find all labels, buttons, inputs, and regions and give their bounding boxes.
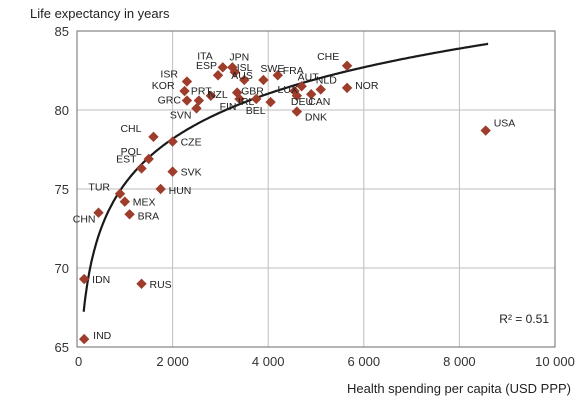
data-point-svk <box>167 166 178 177</box>
point-label-grc: GRC <box>158 95 182 107</box>
data-point-nor <box>341 82 353 94</box>
point-label-svn: SVN <box>170 109 192 121</box>
data-point-bel <box>265 96 276 108</box>
data-point-tur <box>114 188 126 199</box>
point-label-bel: BEL <box>246 105 266 117</box>
point-label-isr: ISR <box>160 69 178 81</box>
point-label-ind: IND <box>93 330 112 342</box>
x-tick-label: 8 000 <box>443 354 476 369</box>
data-point-prt <box>193 95 205 106</box>
data-point-chn <box>93 207 104 218</box>
y-tick-label: 70 <box>55 261 69 276</box>
plot-frame <box>76 30 556 348</box>
trendline <box>82 42 489 312</box>
point-label-aut: AUT <box>298 71 320 83</box>
y-tick-label: 75 <box>55 182 69 197</box>
point-label-can: CAN <box>308 96 330 108</box>
point-label-deu: DEU <box>291 96 313 108</box>
data-point-che <box>341 60 353 71</box>
x-tick-label: 4 000 <box>252 354 285 369</box>
y-tick-label: 80 <box>55 103 69 118</box>
data-point-est <box>136 163 147 174</box>
point-label-svk: SVK <box>181 167 202 179</box>
x-tick-label: 6 000 <box>348 354 381 369</box>
point-label-mex: MEX <box>133 197 156 209</box>
point-label-dnk: DNK <box>305 112 327 124</box>
point-label-fra: FRA <box>283 65 304 77</box>
data-point-nld <box>315 84 326 95</box>
data-points <box>78 60 491 345</box>
data-point-can <box>306 89 317 100</box>
point-label-esp: ESP <box>196 60 217 72</box>
point-label-irl: IRL <box>238 96 255 108</box>
point-label-kor: KOR <box>152 80 175 92</box>
data-point-chl <box>148 131 159 143</box>
point-label-nzl: NZL <box>208 89 228 101</box>
point-label-pol: POL <box>121 146 142 158</box>
point-label-fin: FIN <box>220 101 237 113</box>
point-label-est: EST <box>116 153 137 165</box>
data-point-dnk <box>291 106 303 117</box>
data-point-nzl <box>205 90 217 101</box>
data-point-isr <box>181 76 193 87</box>
point-label-isl: ISL <box>237 62 253 74</box>
data-point-usa <box>480 125 491 136</box>
point-label-gbr: GBR <box>241 86 264 98</box>
point-label-bra: BRA <box>138 210 160 222</box>
point-label-chl: CHL <box>120 123 141 135</box>
point-label-tur: TUR <box>88 182 110 194</box>
data-point-mex <box>119 196 130 207</box>
point-label-usa: USA <box>494 118 516 130</box>
data-point-fra <box>272 70 283 81</box>
data-point-idn <box>78 273 90 285</box>
data-point-ind <box>78 333 90 345</box>
data-point-rus <box>136 278 147 289</box>
data-point-kor <box>179 85 190 97</box>
data-point-esp <box>212 70 224 81</box>
x-tick-label: 10 000 <box>535 354 575 369</box>
r-squared-label: R² = 0.51 <box>499 312 549 326</box>
x-tick-label: 2 000 <box>156 354 189 369</box>
point-label-che: CHE <box>317 51 339 63</box>
data-point-aut <box>296 81 307 92</box>
point-label-idn: IDN <box>92 274 110 286</box>
data-point-pol <box>143 153 154 165</box>
point-label-prt: PRT <box>191 86 212 98</box>
data-point-grc <box>181 95 193 106</box>
x-axis-title: Health spending per capita (USD PPP) <box>346 381 571 396</box>
data-point-irl <box>251 93 262 105</box>
y-axis-title: Life expectancy in years <box>30 6 170 21</box>
data-point-cze <box>167 136 178 147</box>
data-point-gbr <box>231 87 243 98</box>
point-label-ita: ITA <box>197 50 213 62</box>
point-label-lux: LUX <box>277 84 297 96</box>
point-label-swe: SWE <box>260 63 284 75</box>
data-point-jpn <box>227 62 238 73</box>
point-label-hun: HUN <box>169 185 192 197</box>
data-point-svn <box>191 103 202 114</box>
point-label-rus: RUS <box>150 279 172 291</box>
point-label-chn: CHN <box>73 214 96 226</box>
data-point-ita <box>217 62 228 73</box>
x-tick-label: 0 <box>75 354 82 369</box>
data-point-deu <box>291 90 303 101</box>
point-label-nld: NLD <box>316 74 337 86</box>
data-point-isl <box>229 66 240 78</box>
point-label-jpn: JPN <box>229 51 249 63</box>
data-point-hun <box>155 183 166 195</box>
point-label-cze: CZE <box>181 137 202 149</box>
data-point-swe <box>258 74 269 86</box>
y-tick-label: 85 <box>55 24 69 39</box>
point-label-nor: NOR <box>355 80 379 92</box>
point-label-aus: AUS <box>231 70 253 82</box>
data-point-aus <box>239 74 250 86</box>
y-tick-label: 65 <box>55 340 69 355</box>
data-point-bra <box>124 209 135 220</box>
axis-ticks: 65 70 75 80 85 0 2 000 4 000 6 000 8 000 10 000 <box>55 24 575 369</box>
